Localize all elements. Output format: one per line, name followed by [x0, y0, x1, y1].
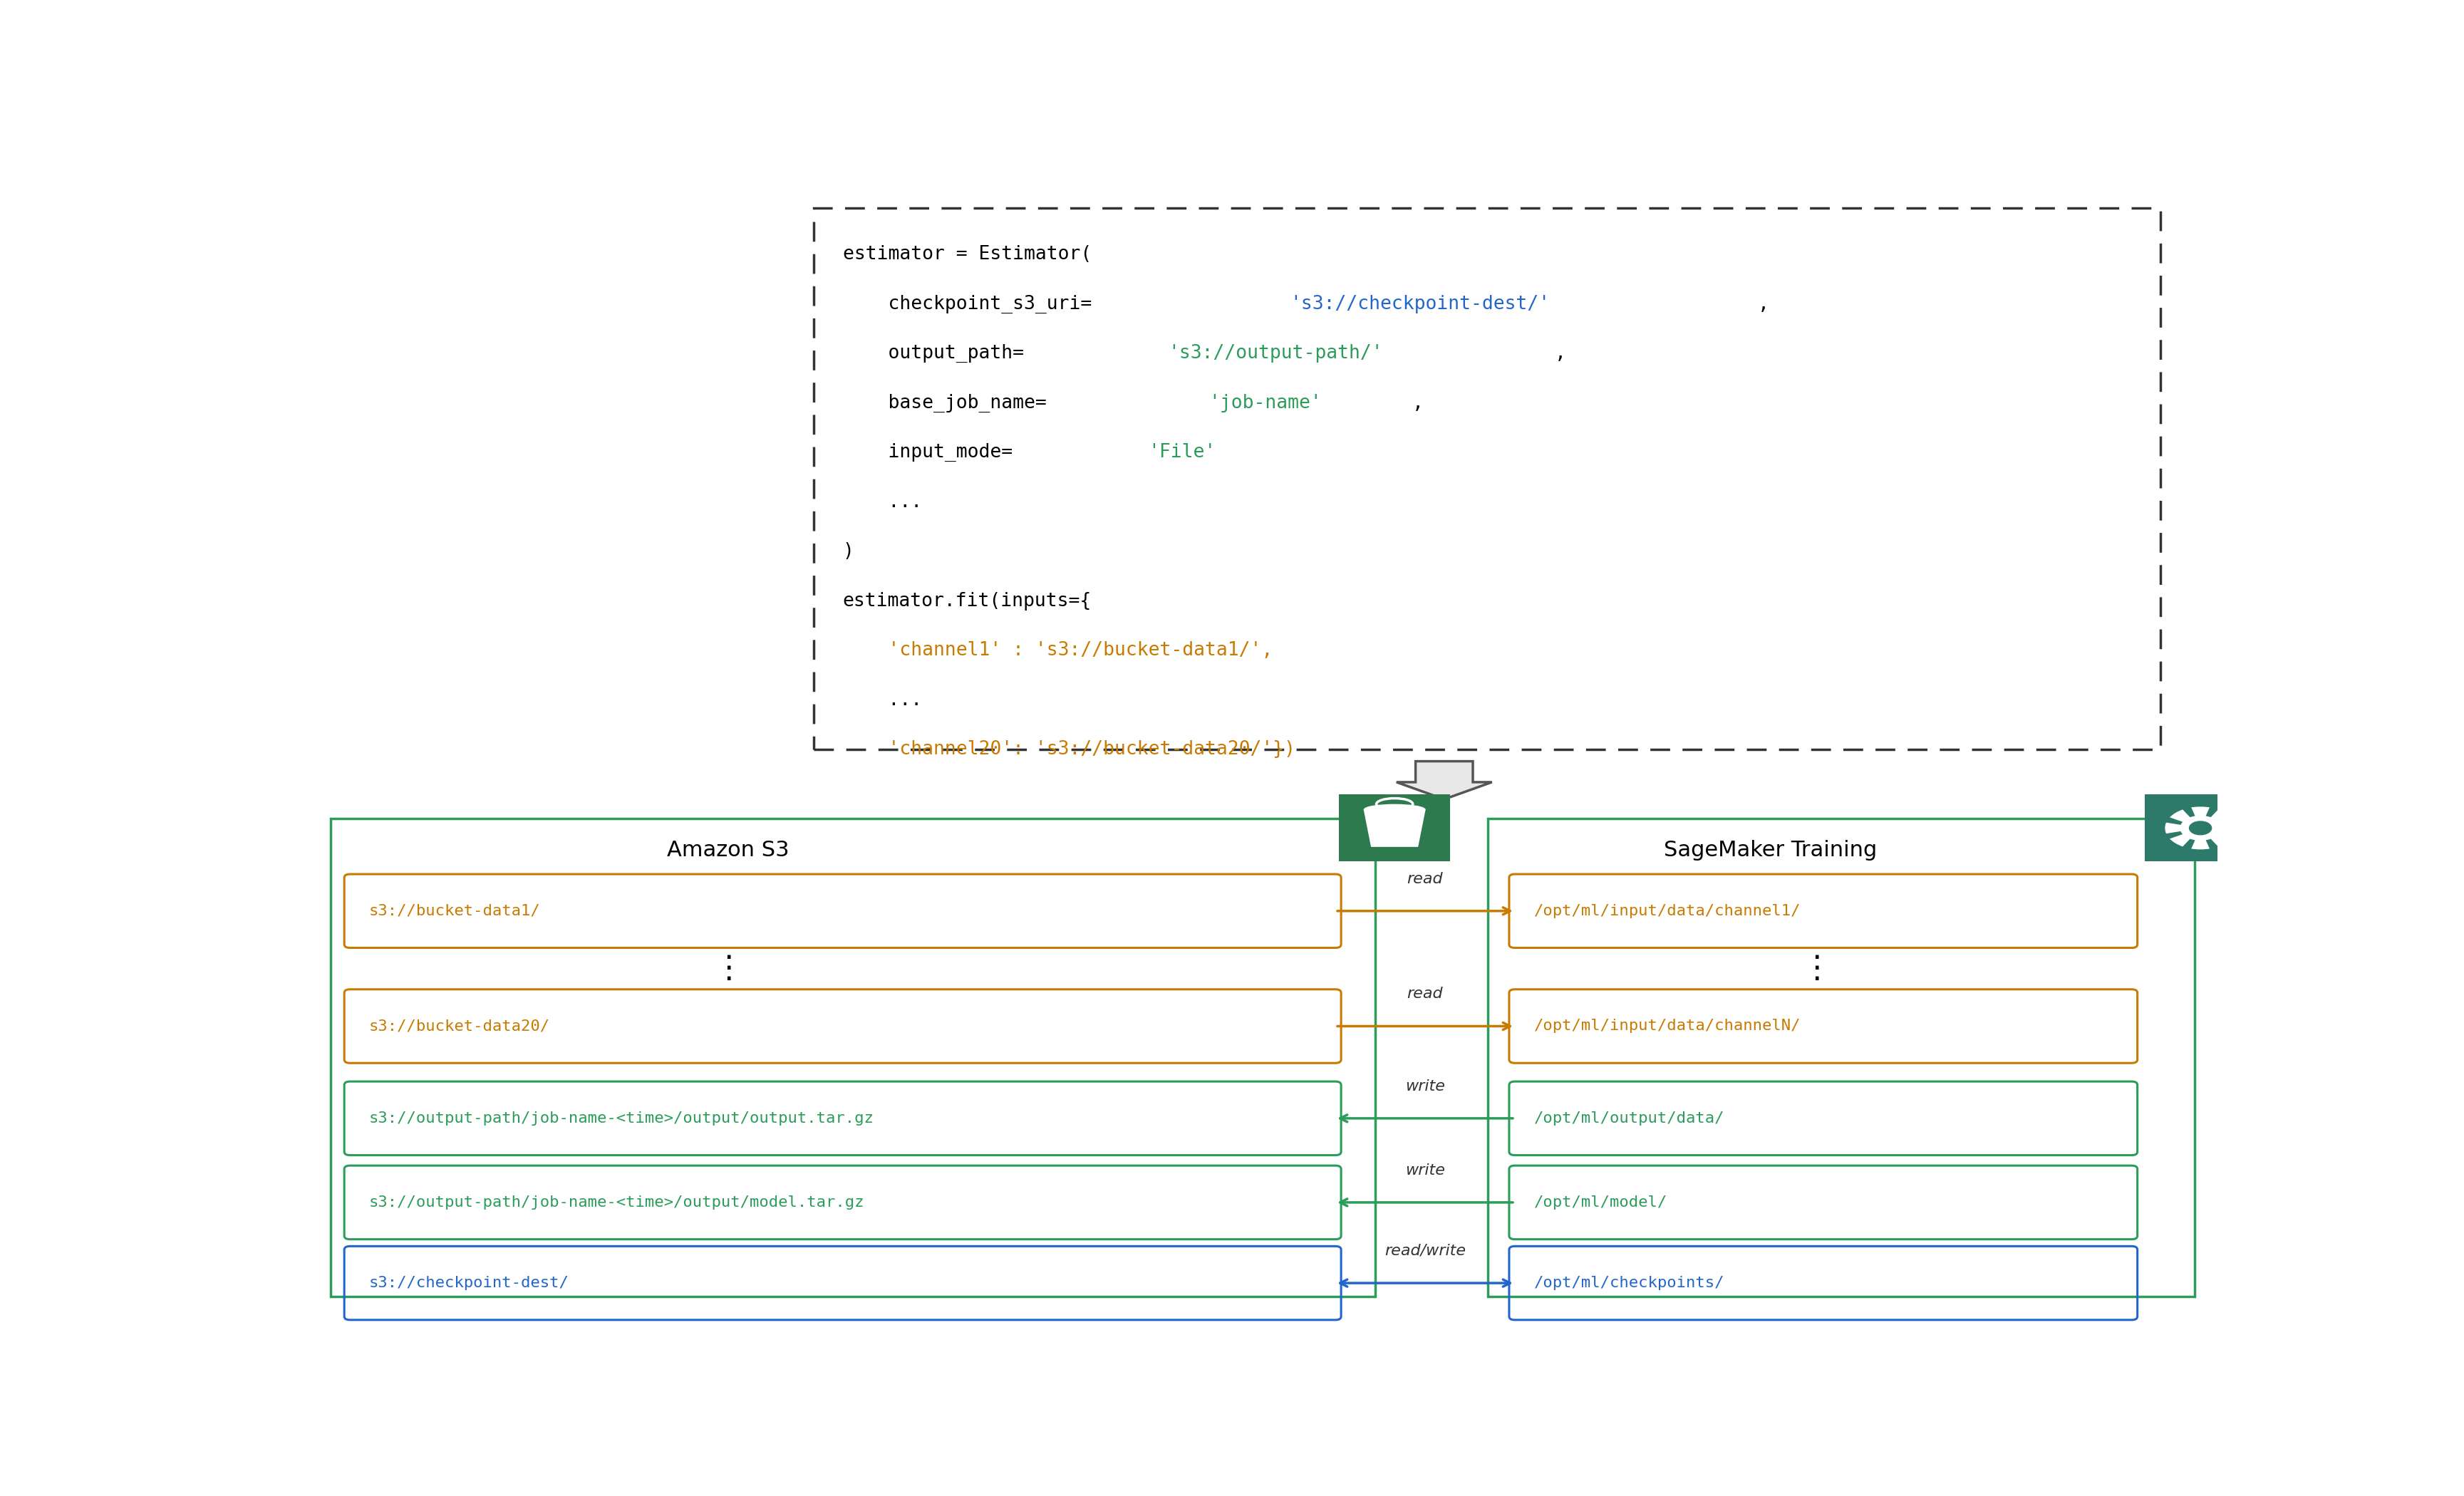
Text: ⋮: ⋮ — [1801, 953, 1833, 984]
Text: ...: ... — [843, 691, 922, 709]
Wedge shape — [2171, 829, 2200, 847]
Text: checkpoint_s3_uri=: checkpoint_s3_uri= — [843, 295, 1092, 313]
Text: /opt/ml/input/data/channelN/: /opt/ml/input/data/channelN/ — [1535, 1019, 1801, 1034]
Circle shape — [2190, 821, 2213, 835]
Text: write: write — [1404, 1079, 1444, 1094]
Text: read: read — [1407, 987, 1444, 1001]
Text: 's3://checkpoint-dest/': 's3://checkpoint-dest/' — [1291, 295, 1550, 313]
Wedge shape — [2166, 823, 2200, 833]
Wedge shape — [2200, 809, 2230, 829]
FancyBboxPatch shape — [2146, 794, 2257, 862]
Text: base_job_name=: base_job_name= — [843, 393, 1047, 413]
Text: output_path=: output_path= — [843, 344, 1023, 362]
Text: estimator = Estimator(: estimator = Estimator( — [843, 245, 1092, 263]
Text: ...: ... — [843, 492, 922, 512]
Text: SageMaker Training: SageMaker Training — [1663, 839, 1878, 860]
Text: read: read — [1407, 872, 1444, 886]
Wedge shape — [2171, 809, 2200, 829]
Text: s3://output-path/job-name-<time>/output/output.tar.gz: s3://output-path/job-name-<time>/output/… — [370, 1112, 875, 1125]
Circle shape — [2181, 815, 2220, 841]
Text: ,: , — [1757, 295, 1769, 313]
Polygon shape — [1365, 809, 1424, 847]
Text: 'File': 'File' — [1148, 443, 1215, 462]
Text: /opt/ml/checkpoints/: /opt/ml/checkpoints/ — [1535, 1276, 1725, 1290]
Text: read/write: read/write — [1385, 1243, 1466, 1258]
Wedge shape — [2190, 829, 2210, 850]
Text: ,: , — [1412, 393, 1424, 413]
Text: write: write — [1404, 1162, 1444, 1177]
Wedge shape — [2200, 829, 2230, 847]
Text: ⋮: ⋮ — [712, 953, 744, 984]
Text: /opt/ml/model/: /opt/ml/model/ — [1535, 1195, 1668, 1210]
Ellipse shape — [1365, 805, 1424, 815]
Text: s3://bucket-data20/: s3://bucket-data20/ — [370, 1019, 549, 1034]
Wedge shape — [2190, 806, 2210, 829]
Text: 's3://output-path/': 's3://output-path/' — [1168, 344, 1382, 362]
Text: ,: , — [1555, 344, 1565, 362]
Text: input_mode=: input_mode= — [843, 443, 1013, 462]
FancyBboxPatch shape — [1340, 794, 1449, 862]
Text: 'job-name': 'job-name' — [1210, 393, 1321, 413]
Text: /opt/ml/input/data/channel1/: /opt/ml/input/data/channel1/ — [1535, 904, 1801, 919]
Text: ): ) — [843, 543, 855, 561]
Text: s3://checkpoint-dest/: s3://checkpoint-dest/ — [370, 1276, 569, 1290]
Text: 'channel1' : 's3://bucket-data1/',: 'channel1' : 's3://bucket-data1/', — [843, 642, 1271, 660]
Wedge shape — [2200, 823, 2235, 833]
Text: estimator.fit(inputs={: estimator.fit(inputs={ — [843, 592, 1092, 610]
Text: s3://bucket-data1/: s3://bucket-data1/ — [370, 904, 540, 919]
Text: s3://output-path/job-name-<time>/output/model.tar.gz: s3://output-path/job-name-<time>/output/… — [370, 1195, 865, 1210]
Text: Amazon S3: Amazon S3 — [668, 839, 788, 860]
Text: /opt/ml/output/data/: /opt/ml/output/data/ — [1535, 1112, 1725, 1125]
Polygon shape — [1397, 761, 1493, 799]
Text: 'channel20': 's3://bucket-data20/'}): 'channel20': 's3://bucket-data20/'}) — [843, 741, 1296, 758]
